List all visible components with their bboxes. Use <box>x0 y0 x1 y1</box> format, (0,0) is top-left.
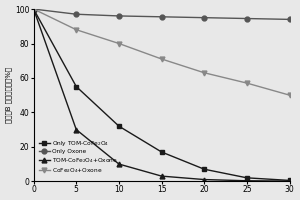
Line: CoFe$_2$O$_4$+Oxone: CoFe$_2$O$_4$+Oxone <box>31 7 292 98</box>
Only Oxone <box>32 8 35 10</box>
Legend: Only TOM-CoFe$_2$O$_4$, Only Oxone, TOM-CoFe$_2$O$_4$+Oxone, CoFe$_2$O$_4$+Oxone: Only TOM-CoFe$_2$O$_4$, Only Oxone, TOM-… <box>39 139 118 175</box>
Only TOM-CoFe$_2$O$_4$ <box>32 8 35 10</box>
TOM-CoFe$_2$O$_4$+Oxone <box>74 128 78 131</box>
Only TOM-CoFe$_2$O$_4$ <box>245 177 249 179</box>
CoFe$_2$O$_4$+Oxone <box>245 82 249 84</box>
Only Oxone <box>202 16 206 19</box>
Only Oxone <box>74 13 78 15</box>
Only Oxone <box>117 15 121 17</box>
Only TOM-CoFe$_2$O$_4$ <box>74 85 78 88</box>
Only TOM-CoFe$_2$O$_4$ <box>117 125 121 127</box>
CoFe$_2$O$_4$+Oxone <box>74 29 78 31</box>
CoFe$_2$O$_4$+Oxone <box>288 94 291 96</box>
CoFe$_2$O$_4$+Oxone <box>160 58 164 60</box>
Line: Only Oxone: Only Oxone <box>31 7 292 22</box>
Only Oxone <box>288 18 291 21</box>
CoFe$_2$O$_4$+Oxone <box>202 72 206 74</box>
TOM-CoFe$_2$O$_4$+Oxone <box>245 180 249 182</box>
Only TOM-CoFe$_2$O$_4$ <box>160 151 164 153</box>
TOM-CoFe$_2$O$_4$+Oxone <box>32 8 35 10</box>
CoFe$_2$O$_4$+Oxone <box>117 42 121 45</box>
TOM-CoFe$_2$O$_4$+Oxone <box>288 180 291 182</box>
TOM-CoFe$_2$O$_4$+Oxone <box>160 175 164 177</box>
Line: Only TOM-CoFe$_2$O$_4$: Only TOM-CoFe$_2$O$_4$ <box>31 7 292 183</box>
Y-axis label: 罗丹明B 剩余百分比（%）: 罗丹明B 剩余百分比（%） <box>6 67 12 123</box>
TOM-CoFe$_2$O$_4$+Oxone <box>117 163 121 165</box>
Line: TOM-CoFe$_2$O$_4$+Oxone: TOM-CoFe$_2$O$_4$+Oxone <box>31 7 292 184</box>
Only TOM-CoFe$_2$O$_4$ <box>288 179 291 182</box>
Only Oxone <box>160 16 164 18</box>
TOM-CoFe$_2$O$_4$+Oxone <box>202 178 206 181</box>
Only TOM-CoFe$_2$O$_4$ <box>202 168 206 170</box>
CoFe$_2$O$_4$+Oxone <box>32 8 35 10</box>
Only Oxone <box>245 17 249 20</box>
